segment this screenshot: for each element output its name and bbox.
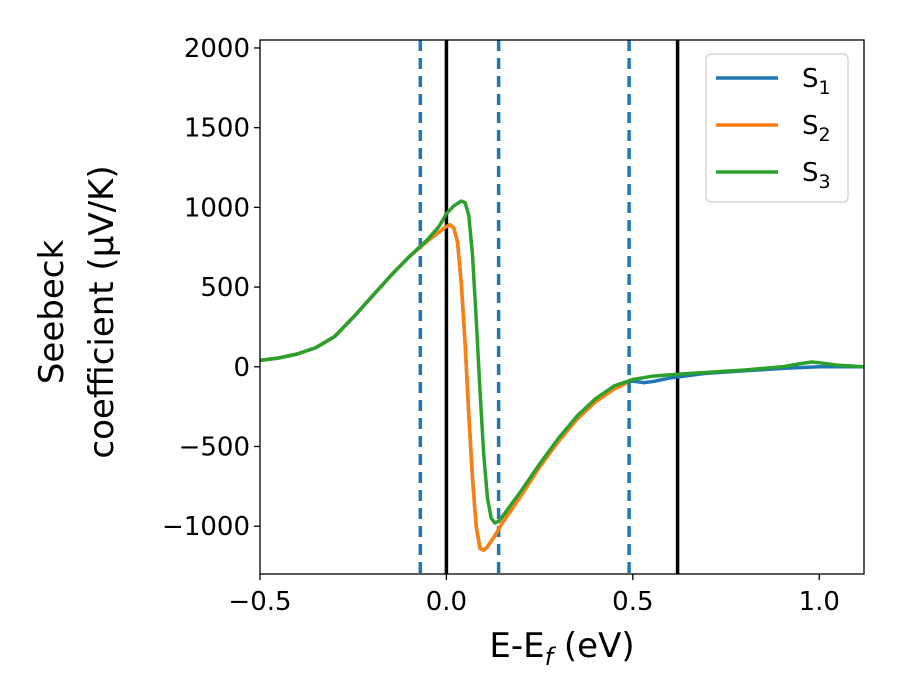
x-axis-label-unit: (eV) [553, 626, 635, 666]
x-tick-label: 0.0 [426, 587, 467, 617]
plot-frame [259, 39, 865, 575]
legend: S1 S2 S3 [705, 53, 849, 203]
y-tick-label: 0 [233, 353, 250, 383]
x-tick-label: 0.5 [612, 587, 653, 617]
legend-label-S3: S3 [802, 158, 831, 193]
legend-label-S2: S2 [802, 111, 831, 146]
series-line-S3 [260, 199, 864, 525]
y-tick-label: 500 [200, 273, 250, 303]
series-line-S1 [260, 223, 864, 552]
x-axis-ticks: −0.5 0.0 0.5 1.0 [228, 574, 840, 617]
y-axis-ticks: −1000 −500 0 500 1000 1500 2000 [162, 34, 260, 542]
y-tick-label: 2000 [184, 34, 250, 64]
y-axis-label-line1: Seebeck [32, 240, 72, 385]
series-lines [260, 199, 864, 552]
legend-box [705, 53, 849, 203]
x-tick-label: −0.5 [228, 587, 291, 617]
y-axis-label-line2: coefficient (μV/K) [82, 165, 122, 458]
legend-label-S1: S1 [802, 64, 831, 99]
x-axis-label: E-Ef (eV) [489, 626, 634, 671]
x-tick-label: 1.0 [799, 587, 840, 617]
y-tick-label: 1500 [184, 114, 250, 144]
y-tick-label: −500 [179, 432, 250, 462]
reference-lines [418, 40, 680, 574]
series-line-S2 [260, 223, 628, 552]
y-tick-label: 1000 [184, 193, 250, 223]
y-tick-label: −1000 [162, 512, 250, 542]
